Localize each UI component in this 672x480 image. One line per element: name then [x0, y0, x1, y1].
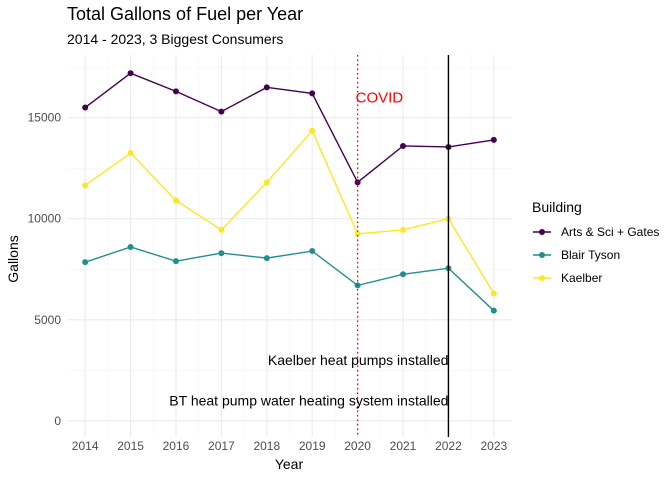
reference-lines: COVID	[356, 55, 450, 437]
data-point-kaelber	[218, 226, 225, 233]
legend-key-point-blair-tyson	[539, 252, 545, 258]
data-point-kaelber	[172, 197, 179, 204]
chart-title: Total Gallons of Fuel per Year	[67, 4, 303, 24]
x-tick-label: 2023	[480, 439, 507, 453]
data-point-kaelber	[263, 179, 270, 186]
x-tick-label: 2016	[163, 439, 190, 453]
y-axis-ticks: 0 5000 10000 15000	[28, 111, 62, 428]
annotations: Kaelber heat pumps installed BT heat pump…	[169, 352, 448, 408]
data-point-blair-tyson	[263, 255, 270, 262]
x-tick-label: 2019	[299, 439, 326, 453]
data-point-blair-tyson	[490, 307, 497, 314]
data-point-blair-tyson	[309, 248, 316, 255]
legend-label-arts-sci-gates: Arts & Sci + Gates	[561, 225, 659, 239]
grid-lines	[67, 55, 512, 437]
x-tick-label: 2014	[72, 439, 99, 453]
x-axis-title: Year	[275, 456, 304, 472]
y-tick-label: 10000	[28, 212, 62, 226]
series-line-kaelber	[84, 129, 495, 294]
data-point-kaelber	[82, 182, 89, 189]
series-line-blair-tyson	[84, 246, 495, 312]
reference-label: COVID	[356, 89, 404, 106]
data-point-kaelber	[127, 150, 134, 157]
data-point-blair-tyson	[400, 271, 407, 278]
data-point-arts-sci-gates	[218, 108, 225, 115]
data-point-arts-sci-gates	[400, 142, 407, 149]
legend-label-kaelber: Kaelber	[561, 271, 602, 285]
data-point-kaelber	[309, 127, 316, 134]
x-tick-label: 2021	[390, 439, 417, 453]
x-tick-label: 2020	[344, 439, 371, 453]
data-point-arts-sci-gates	[127, 70, 134, 77]
y-tick-label: 5000	[34, 313, 61, 327]
data-point-arts-sci-gates	[263, 84, 270, 91]
data-point-blair-tyson	[127, 244, 134, 251]
data-point-kaelber	[490, 290, 497, 297]
data-point-arts-sci-gates	[172, 88, 179, 95]
y-tick-label: 15000	[28, 111, 62, 125]
y-axis-title: Gallons	[5, 235, 21, 282]
legend-key-point-kaelber	[539, 275, 545, 281]
legend-key-point-arts-sci-gates	[539, 229, 545, 235]
annotation-text: BT heat pump water heating system instal…	[169, 393, 448, 409]
chart-subtitle: 2014 - 2023, 3 Biggest Consumers	[67, 31, 283, 47]
data-point-arts-sci-gates	[490, 136, 497, 143]
series-group	[82, 70, 497, 314]
series-line-arts-sci-gates	[84, 72, 494, 184]
x-tick-label: 2018	[253, 439, 280, 453]
x-tick-label: 2015	[117, 439, 144, 453]
data-point-blair-tyson	[82, 259, 89, 266]
x-tick-label: 2017	[208, 439, 235, 453]
annotation-text: Kaelber heat pumps installed	[268, 352, 449, 368]
data-point-arts-sci-gates	[82, 104, 89, 111]
data-point-kaelber	[354, 230, 361, 237]
x-axis-ticks: 2014 2015 2016 2017 2018 2019 2020 2021 2022 2023	[72, 439, 508, 453]
y-tick-label: 0	[54, 414, 61, 428]
legend-title: Building	[532, 199, 582, 215]
legend-label-blair-tyson: Blair Tyson	[561, 248, 620, 262]
data-point-blair-tyson	[218, 250, 225, 257]
legend: Building Arts & Sci + Gates Blair Tyson Ka…	[532, 199, 659, 285]
x-tick-label: 2022	[435, 439, 462, 453]
data-point-arts-sci-gates	[309, 90, 316, 97]
data-point-blair-tyson	[172, 258, 179, 265]
data-point-kaelber	[400, 226, 407, 233]
